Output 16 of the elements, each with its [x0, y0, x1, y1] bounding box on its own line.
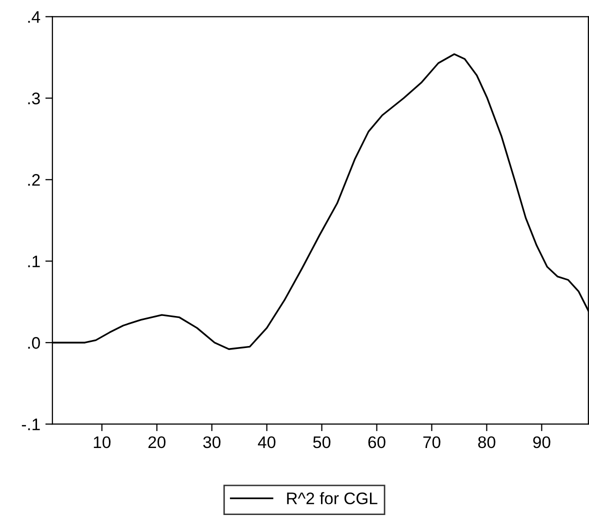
- x-tick-label: 60: [368, 436, 386, 448]
- y-tick-label: -.1: [22, 418, 40, 430]
- y-tick-label: .4: [28, 11, 40, 23]
- x-tick-label: 10: [94, 436, 111, 448]
- x-tick-label: 70: [423, 436, 440, 448]
- x-tick-label: 20: [148, 436, 166, 448]
- x-tick-label: 50: [313, 436, 330, 448]
- y-tick-label: .2: [28, 174, 40, 186]
- x-tick-label: 80: [478, 436, 496, 448]
- x-tick-label: 90: [533, 436, 550, 448]
- y-tick-label: .0: [28, 337, 40, 349]
- x-tick-label: 40: [258, 436, 276, 448]
- y-tick-label: .1: [28, 256, 40, 268]
- x-tick-label: 30: [203, 436, 220, 448]
- y-tick-label: .3: [28, 92, 40, 104]
- legend-label: R^2 for CGL: [287, 492, 378, 504]
